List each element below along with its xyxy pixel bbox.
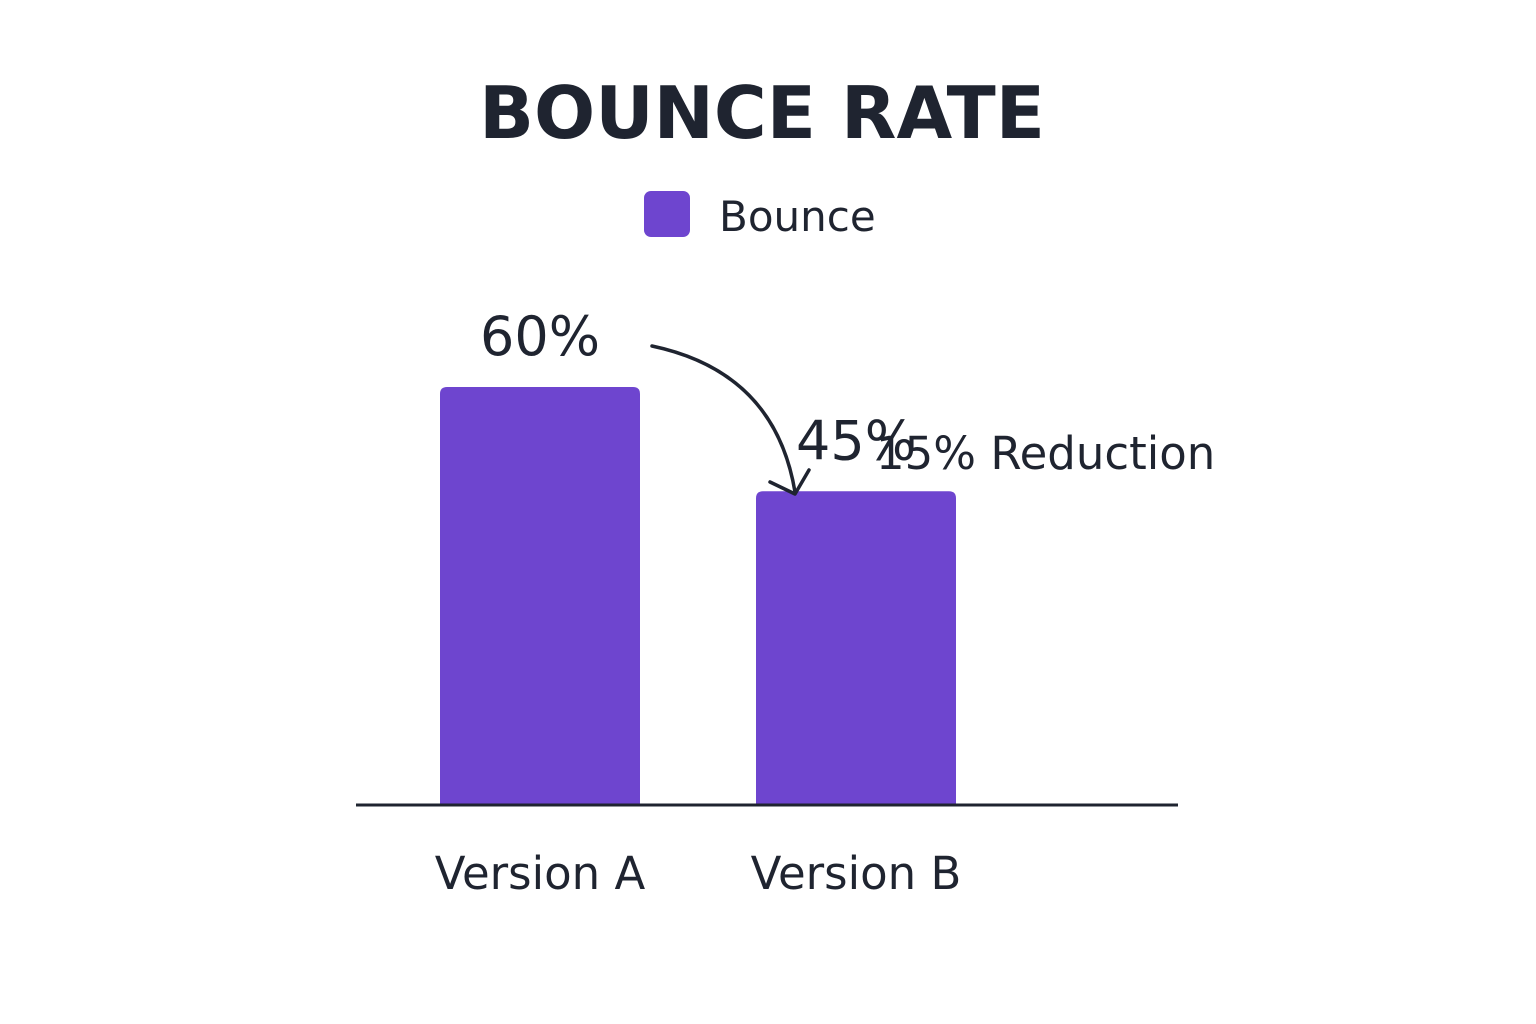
value-label-b: 45% (796, 409, 916, 472)
legend: Bounce (644, 191, 876, 241)
category-label-a: Version A (435, 847, 646, 900)
legend-swatch-bounce (644, 191, 690, 237)
labels-layer: 60% Version A 45% Version B (435, 305, 962, 900)
category-label-b: Version B (751, 847, 962, 900)
legend-label-bounce: Bounce (719, 192, 876, 241)
value-label-a: 60% (480, 305, 600, 368)
bar-version-b (756, 491, 956, 804)
reduction-arrow-curve (650, 344, 797, 494)
bars-layer (440, 387, 956, 804)
reduction-arrow-head (768, 468, 811, 496)
reduction-arrow (650, 344, 811, 496)
bar-version-a (440, 387, 640, 804)
reduction-annotation: 15% Reduction (876, 427, 1215, 480)
chart-title: BOUNCE RATE (479, 71, 1045, 155)
